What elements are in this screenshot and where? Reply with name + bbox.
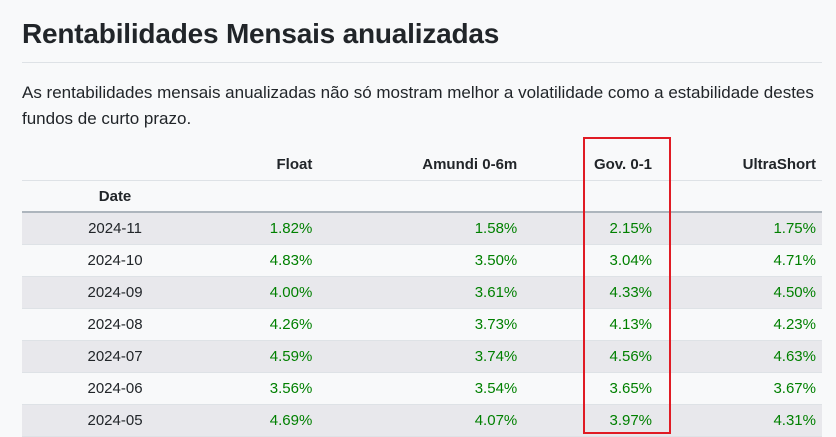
row-value: 4.26% (208, 308, 319, 341)
column-header-ultrashort: UltraShort (742, 155, 816, 173)
index-header-date: Date (22, 180, 209, 213)
row-date: 2024-05 (22, 404, 209, 437)
table-row: 2024-05 4.69% 4.07% 3.97% 4.31% (22, 404, 822, 437)
row-value: 3.04% (523, 244, 659, 277)
row-value: 4.00% (208, 276, 319, 309)
table-row: 2024-07 4.59% 3.74% 4.56% 4.63% (22, 340, 822, 373)
table-row: 2024-08 4.26% 3.73% 4.13% 4.23% (22, 308, 822, 341)
index-header-blank (22, 148, 208, 181)
row-value: 2.15% (523, 212, 659, 245)
row-date: 2024-11 (22, 212, 209, 245)
intro-paragraph: As rentabilidades mensais anualizadas nã… (22, 83, 814, 128)
row-value: 3.74% (318, 340, 524, 373)
row-value: 4.56% (523, 340, 659, 373)
title-divider (22, 62, 822, 63)
table-row: 2024-10 4.83% 3.50% 3.04% 4.71% (22, 244, 822, 277)
row-date: 2024-06 (22, 372, 209, 405)
table-row: 2024-09 4.00% 3.61% 4.33% 4.50% (22, 276, 822, 309)
row-value: 4.50% (658, 276, 822, 309)
page-title: Rentabilidades Mensais anualizadas (22, 18, 500, 49)
row-value: 3.50% (318, 244, 524, 277)
row-value: 1.58% (318, 212, 524, 245)
returns-table: Float Amundi 0-6m Gov. 0-1 UltraShort Da… (22, 148, 822, 437)
column-header-row: Float Amundi 0-6m Gov. 0-1 UltraShort (22, 148, 822, 181)
index-header-spacer (318, 180, 524, 213)
index-header-spacer (208, 180, 319, 213)
table-row: 2024-06 3.56% 3.54% 3.65% 3.67% (22, 372, 822, 405)
index-header-row: Date (22, 180, 822, 213)
row-value: 3.67% (658, 372, 822, 405)
row-date: 2024-08 (22, 308, 209, 341)
index-header-spacer (523, 180, 659, 213)
table-row: 2024-11 1.82% 1.58% 2.15% 1.75% (22, 212, 822, 245)
row-value: 3.65% (523, 372, 659, 405)
index-header-spacer (658, 180, 822, 213)
row-value: 4.23% (658, 308, 822, 341)
row-value: 4.33% (523, 276, 659, 309)
row-value: 3.54% (318, 372, 524, 405)
row-value: 4.59% (208, 340, 319, 373)
row-value: 1.82% (208, 212, 319, 245)
row-value: 3.61% (318, 276, 524, 309)
column-header-float: Float (276, 155, 313, 173)
row-value: 4.31% (658, 404, 822, 437)
row-date: 2024-09 (22, 276, 209, 309)
row-date: 2024-10 (22, 244, 209, 277)
row-value: 1.75% (658, 212, 822, 245)
row-value: 3.73% (318, 308, 524, 341)
row-value: 4.63% (658, 340, 822, 373)
row-date: 2024-07 (22, 340, 209, 373)
row-value: 4.69% (208, 404, 319, 437)
column-header-amundi: Amundi 0-6m (422, 155, 518, 173)
row-value: 3.56% (208, 372, 319, 405)
row-value: 3.97% (523, 404, 659, 437)
row-value: 4.71% (658, 244, 822, 277)
column-header-gov: Gov. 0-1 (593, 155, 653, 173)
row-value: 4.13% (523, 308, 659, 341)
row-value: 4.83% (208, 244, 319, 277)
row-value: 4.07% (318, 404, 524, 437)
